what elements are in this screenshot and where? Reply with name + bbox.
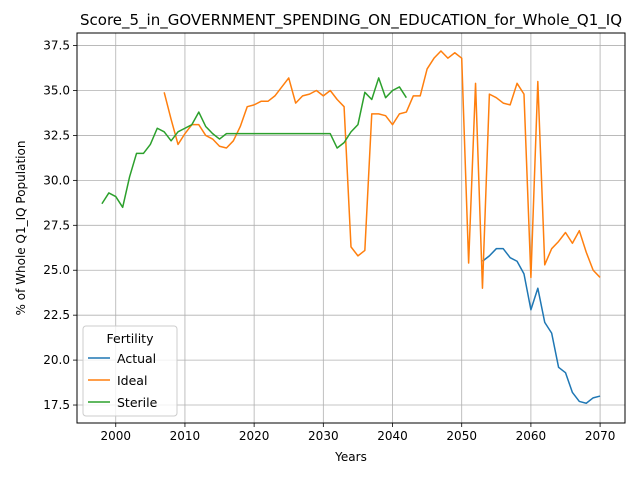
chart-title: Score_5_in_GOVERNMENT_SPENDING_ON_EDUCAT… [80, 11, 622, 30]
series-line-actual [481, 247, 601, 404]
x-tick-label: 2060 [516, 429, 547, 443]
y-axis-label: % of Whole Q1_IQ Population [14, 141, 28, 316]
y-tick-label: 30.0 [43, 173, 70, 187]
legend-label-sterile: Sterile [117, 395, 158, 410]
y-tick-label: 25.0 [43, 263, 70, 277]
y-tick-label: 27.5 [43, 218, 70, 232]
legend-label-ideal: Ideal [117, 373, 147, 388]
y-tick-label: 37.5 [43, 39, 70, 53]
x-axis-label: Years [334, 450, 367, 464]
axis-ticks: 2000 2010 2020 2030 2040 2050 2060 2070 17.5 20.0… [43, 39, 615, 443]
series-lines [101, 50, 601, 404]
legend-title: Fertility [107, 331, 155, 346]
x-tick-label: 2000 [100, 429, 131, 443]
plot-frame [76, 32, 626, 424]
y-tick-label: 17.5 [43, 398, 70, 412]
x-tick-label: 2050 [446, 429, 477, 443]
x-tick-label: 2020 [239, 429, 270, 443]
legend-label-actual: Actual [117, 351, 156, 366]
x-tick-label: 2030 [308, 429, 339, 443]
x-tick-label: 2040 [377, 429, 408, 443]
x-tick-label: 2010 [170, 429, 201, 443]
y-tick-label: 32.5 [43, 128, 70, 142]
y-tick-label: 20.0 [43, 353, 70, 367]
x-tick-label: 2070 [585, 429, 616, 443]
series-line-sterile [101, 77, 407, 209]
y-tick-label: 22.5 [43, 308, 70, 322]
y-tick-label: 35.0 [43, 84, 70, 98]
legend: Fertility Actual Ideal Sterile [82, 325, 178, 417]
legend-box [82, 325, 178, 417]
